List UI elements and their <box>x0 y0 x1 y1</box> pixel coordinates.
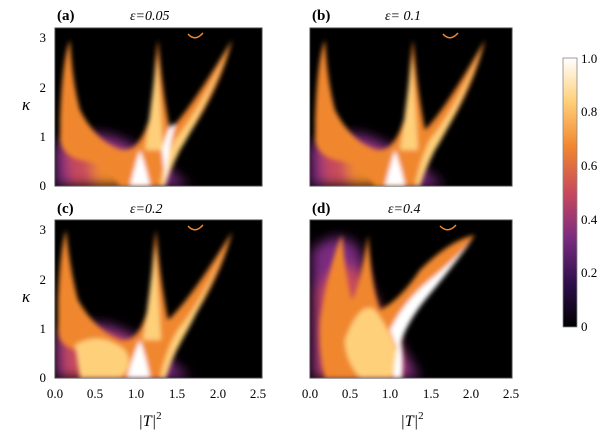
colorbar-tick: 0 <box>581 319 588 334</box>
panel-a-title: ε=0.05 <box>130 9 169 24</box>
panel-c: (c) ε=0.2 0 1 2 3 κ 0.0 0.5 1.0 1.5 2.0 … <box>22 201 266 430</box>
colorbar: 1.0 0.8 0.6 0.4 0.2 0 <box>562 51 598 334</box>
panel-c-ytick: 0 <box>40 370 47 385</box>
panel-d-xtick: 1.0 <box>382 386 398 401</box>
panel-a-ylabel: κ <box>22 95 31 114</box>
panel-d-xlabel-sup: 2 <box>418 410 424 422</box>
panel-c-title: ε=0.2 <box>130 202 162 217</box>
panel-d-label: (d) <box>312 201 330 217</box>
panel-c-heatmap <box>55 224 232 378</box>
colorbar-tick: 1.0 <box>581 51 597 66</box>
panel-c-xtick: 2.0 <box>210 386 226 401</box>
panel-d-xtick: 0.0 <box>302 386 318 401</box>
panel-c-ylabel: κ <box>22 287 31 306</box>
panel-c-y-ticks: 0 1 2 3 <box>40 222 47 385</box>
panel-c-xtick: 0.5 <box>87 386 103 401</box>
panel-a-heatmap <box>55 32 232 186</box>
colorbar-tick: 0.2 <box>581 265 597 280</box>
panel-a-label: (a) <box>57 8 75 24</box>
panel-d-xtick: 2.0 <box>463 386 479 401</box>
panel-d: (d) ε=0.4 0.0 0.5 1.0 1.5 2.0 2.5 |T|2 <box>302 201 519 430</box>
panel-d-title: ε=0.4 <box>388 202 420 217</box>
panel-d-xlabel: |T|2 <box>400 410 423 430</box>
panel-c-xtick: 1.0 <box>128 386 144 401</box>
panel-b-label: (b) <box>312 8 330 24</box>
panel-c-x-ticks: 0.0 0.5 1.0 1.5 2.0 2.5 <box>47 386 266 401</box>
panel-a: (a) ε=0.05 0 1 2 3 κ <box>22 8 263 193</box>
panel-d-xtick: 2.5 <box>503 386 519 401</box>
panel-c-xlabel-text: |T| <box>138 413 156 430</box>
panel-d-xlabel-text: |T| <box>400 413 418 430</box>
panel-b: (b) ε= 0.1 <box>309 8 513 187</box>
panel-c-xtick: 0.0 <box>47 386 63 401</box>
panel-c-ytick: 3 <box>40 222 47 237</box>
panel-d-xtick: 1.5 <box>423 386 439 401</box>
panel-c-xtick: 1.5 <box>169 386 185 401</box>
panel-a-ytick: 1 <box>40 129 47 144</box>
panel-d-heatmap <box>312 224 475 378</box>
panel-c-xtick: 2.5 <box>250 386 266 401</box>
panel-a-ytick: 2 <box>40 80 47 95</box>
panel-b-title: ε= 0.1 <box>385 9 421 24</box>
panel-c-ytick: 2 <box>40 272 47 287</box>
colorbar-tick: 0.6 <box>581 158 598 173</box>
panel-c-label: (c) <box>57 201 74 217</box>
colorbar-ticks: 1.0 0.8 0.6 0.4 0.2 0 <box>581 51 598 334</box>
panel-a-ytick: 3 <box>40 30 47 45</box>
panel-d-xtick: 0.5 <box>342 386 358 401</box>
panel-a-y-ticks: 0 1 2 3 <box>40 30 47 193</box>
colorbar-tick: 0.4 <box>581 212 598 227</box>
panel-b-heatmap <box>310 32 485 186</box>
panel-d-x-ticks: 0.0 0.5 1.0 1.5 2.0 2.5 <box>302 386 519 401</box>
panel-c-ytick: 1 <box>40 321 47 336</box>
colorbar-gradient <box>562 57 578 328</box>
colorbar-tick: 0.8 <box>581 104 597 119</box>
panel-a-ytick: 0 <box>40 178 47 193</box>
panel-c-xlabel: |T|2 <box>138 410 161 430</box>
panel-c-xlabel-sup: 2 <box>156 410 162 422</box>
